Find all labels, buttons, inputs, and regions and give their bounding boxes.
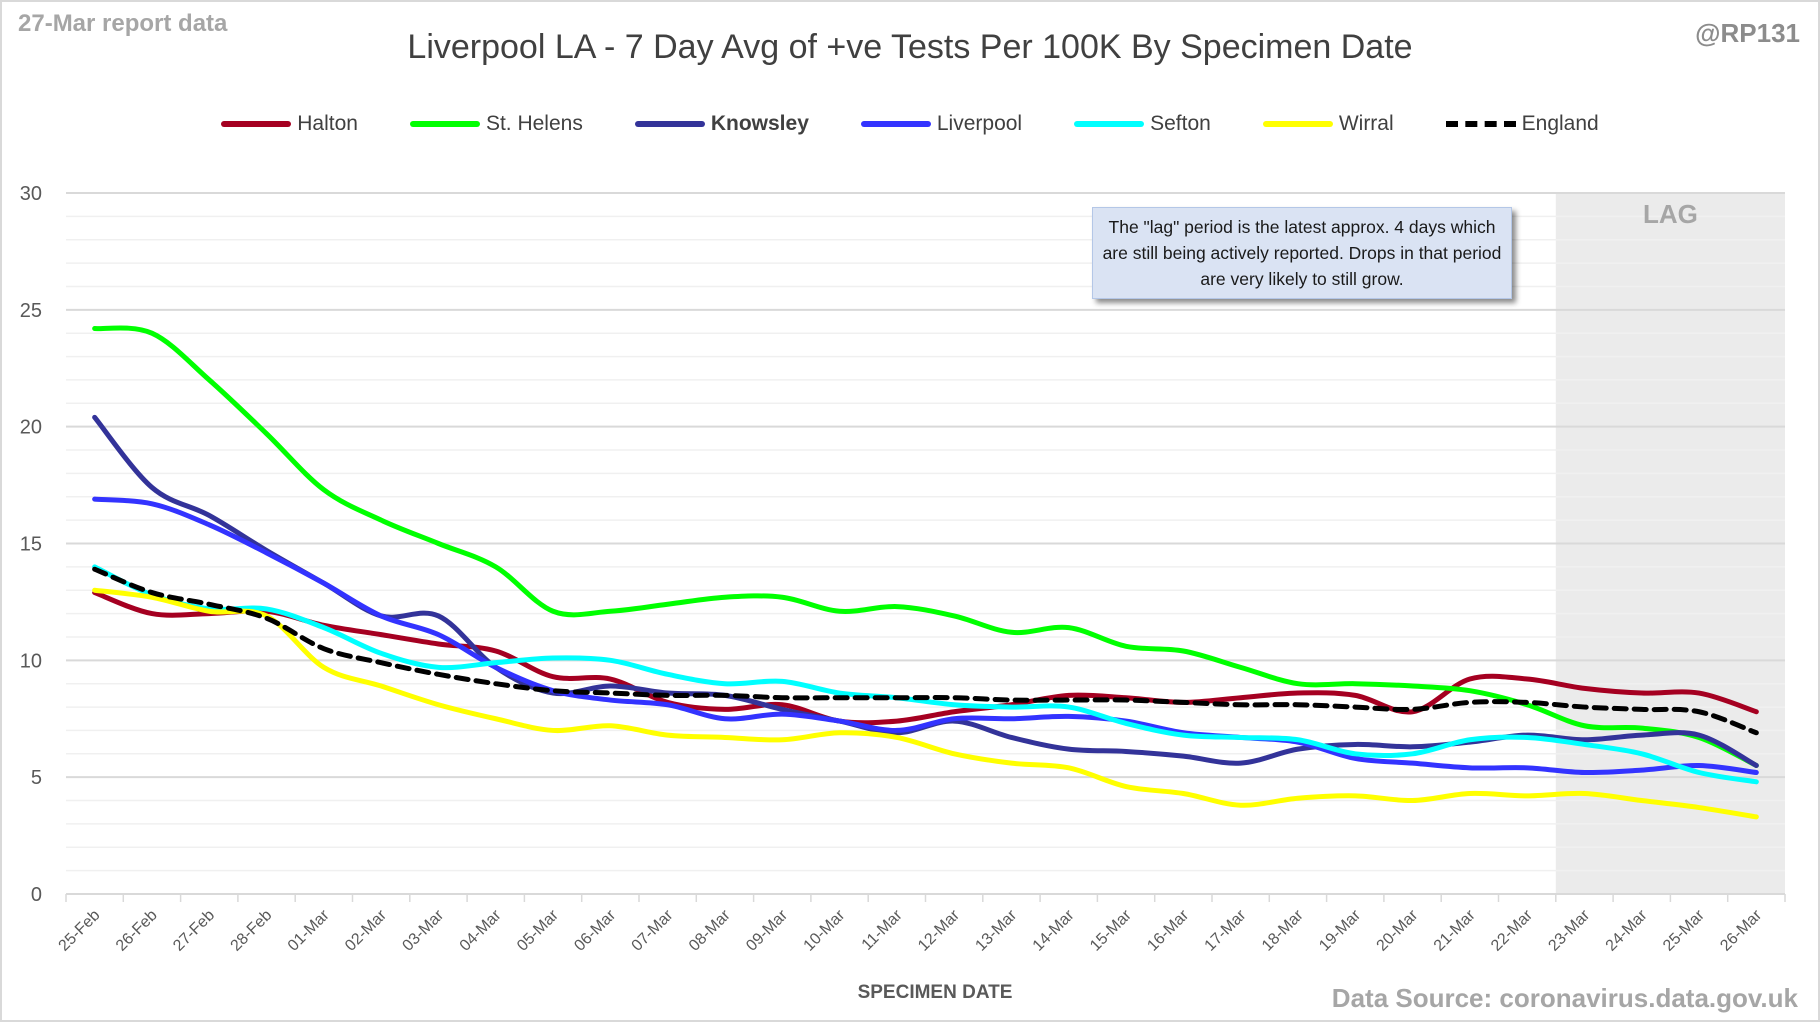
x-tick-label: 17-Mar [1202,906,1250,954]
x-tick-label: 19-Mar [1316,906,1364,954]
y-tick-label: 20 [20,417,42,439]
lag-label: LAG [1643,199,1698,229]
y-tick-label: 30 [20,183,42,205]
x-tick-label: 05-Mar [514,906,562,954]
legend-item: St. Helens [409,112,583,136]
series-line-liverpool [92,496,1759,776]
y-tick-label: 25 [20,300,42,322]
x-tick-label: 04-Mar [457,906,505,954]
x-tick-label: 15-Mar [1087,906,1135,954]
legend-item: Liverpool [860,112,1023,136]
legend-label: England [1521,112,1599,135]
series-line-knowsley [92,414,1759,768]
legend-swatch [1262,121,1333,127]
x-tick-label: 13-Mar [972,906,1020,954]
legend-label: Knowsley [710,112,809,135]
x-tick-label: 20-Mar [1374,906,1422,954]
x-tick-label: 11-Mar [859,906,906,953]
legend-swatch [221,121,292,127]
x-tick-label: 18-Mar [1259,906,1307,954]
y-tick-label: 15 [20,534,42,556]
author-handle: @RP131 [1695,18,1800,48]
x-tick-label: 09-Mar [743,906,791,954]
x-tick-label: 25-Feb [56,907,104,955]
y-tick-label: 0 [31,884,42,906]
x-tick-label: 28-Feb [228,907,276,955]
x-tick-label: 26-Mar [1717,906,1765,954]
x-tick-label: 16-Mar [1144,906,1192,954]
x-tick-label: 22-Mar [1488,906,1536,954]
legend: Halton St. Helens Knowsley Liverpool Sefton W… [0,112,1820,136]
series-line-halton [92,590,1759,726]
x-tick-label: 10-Mar [801,906,849,954]
x-tick-label: 03-Mar [399,906,447,954]
y-tick-label: 5 [31,767,42,789]
lag-note: The "lag" period is the latest approx. 4… [1092,207,1512,299]
legend-label: Liverpool [936,112,1023,135]
x-tick-label: 25-Mar [1660,906,1708,954]
data-source: Data Source: coronavirus.data.gov.uk [1331,983,1798,1013]
x-tick-label: 07-Mar [629,906,677,954]
legend-item: Halton [221,112,358,136]
y-tick-label: 10 [20,650,42,672]
legend-swatch [634,121,705,127]
legend-item: Sefton [1074,112,1211,136]
x-tick-label: 24-Mar [1603,906,1651,954]
legend-swatch [860,121,931,127]
legend-swatch [1074,121,1145,127]
legend-swatch [409,121,480,127]
x-tick-label: 27-Feb [170,907,218,955]
x-tick-label: 12-Mar [915,906,963,954]
x-tick-label: 23-Mar [1545,906,1593,954]
legend-label: St. Helens [485,112,583,135]
report-date-label: 27-Mar report data [18,10,228,37]
series-line-sefton [92,564,1759,785]
legend-label: Halton [297,112,358,135]
x-axis-title: SPECIMEN DATE [857,982,1013,1003]
chart-title: Liverpool LA - 7 Day Avg of +ve Tests Pe… [407,28,1413,66]
x-tick-label: 14-Mar [1030,906,1078,954]
x-tick-label: 06-Mar [571,906,619,954]
legend-label: Sefton [1150,112,1211,135]
legend-swatch [1445,121,1516,127]
x-tick-label: 01-Mar [285,906,333,954]
legend-label: Wirral [1338,112,1394,135]
x-tick-label: 26-Feb [113,907,161,955]
x-tick-label: 21-Mar [1431,906,1479,954]
series-line-wirral [92,587,1759,820]
x-tick-label: 02-Mar [342,906,390,954]
legend-item: Knowsley [634,112,809,136]
x-tick-label: 08-Mar [686,906,734,954]
legend-item: England [1445,112,1599,136]
legend-item: Wirral [1262,112,1394,136]
series-line-st-helens [92,325,1759,768]
series-line-england [92,566,1759,736]
